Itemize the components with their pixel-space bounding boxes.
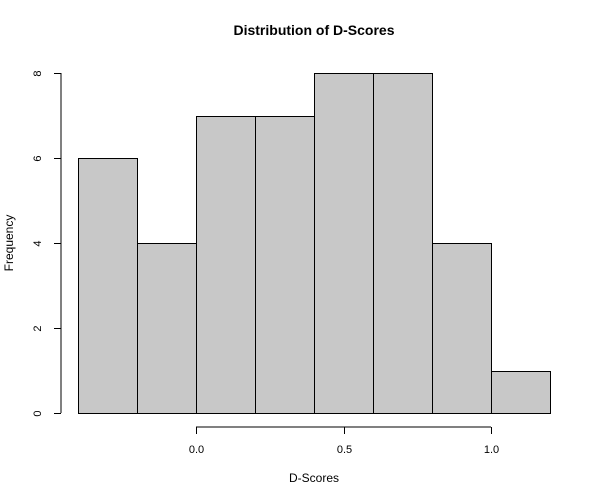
histogram-bar (432, 243, 492, 414)
bars-group (78, 73, 551, 414)
y-tick-label: 6 (32, 155, 44, 161)
histogram-bar (373, 73, 433, 414)
y-tick-label: 2 (32, 325, 44, 331)
y-tick-label: 0 (32, 410, 44, 416)
histogram-bar (255, 116, 315, 414)
histogram-bar (196, 116, 256, 414)
y-axis: 0 2 4 6 8 (32, 70, 62, 417)
x-axis-label: D-Scores (289, 471, 339, 485)
histogram-bar (78, 158, 138, 414)
x-tick-label: 1.0 (484, 444, 499, 456)
x-tick-label: 0.5 (337, 444, 352, 456)
x-tick-label: 0.0 (189, 444, 204, 456)
y-axis-label: Frequency (2, 215, 16, 272)
y-tick-label: 8 (32, 70, 44, 76)
x-axis: 0.0 0.5 1.0 (189, 426, 499, 456)
chart-title: Distribution of D-Scores (233, 22, 394, 38)
histogram-bar (491, 371, 551, 414)
y-tick-label: 4 (32, 240, 44, 246)
histogram-bar (314, 73, 374, 414)
histogram-bar (137, 243, 197, 414)
